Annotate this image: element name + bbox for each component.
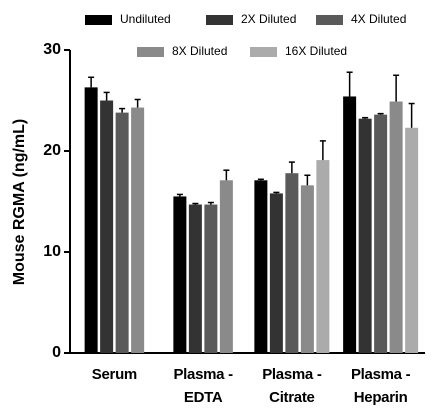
bar [389,101,403,353]
bar [285,173,299,353]
bar [131,107,145,353]
legend-label: 4X Diluted [351,12,406,26]
bar [343,96,357,354]
x-tick-label: Plasma - Citrate [262,366,322,406]
bar [300,185,314,353]
bar [188,204,202,353]
bar [115,112,129,354]
bar [254,180,268,353]
bar [358,118,372,354]
y-tick-label: 0 [52,344,61,361]
x-tick-label: Plasma - Heparin [350,366,411,406]
legend-label: 8X Diluted [172,44,227,58]
legend-swatch [206,15,233,25]
bar [316,160,330,353]
legend-swatch [85,15,112,25]
y-tick-label: 30 [43,41,61,58]
legend-swatch [250,47,277,57]
x-tick-label: Plasma - EDTA [173,366,233,406]
bar [405,127,419,354]
bar [84,87,98,354]
legend-label: Undiluted [120,12,171,26]
bar [374,114,388,353]
bar [100,100,114,353]
legend-swatch [137,47,164,57]
bar [204,204,218,353]
y-tick-label: 10 [43,243,61,260]
legend-swatch [316,15,343,25]
bar [269,193,283,353]
bar [219,180,233,353]
y-axis-label: Mouse RGMA (ng/mL) [11,119,28,286]
x-tick-label: Serum [91,366,137,383]
legend-label: 16X Diluted [285,44,347,58]
bar [173,196,187,353]
legend-label: 2X Diluted [241,12,296,26]
y-tick-label: 20 [43,142,61,159]
